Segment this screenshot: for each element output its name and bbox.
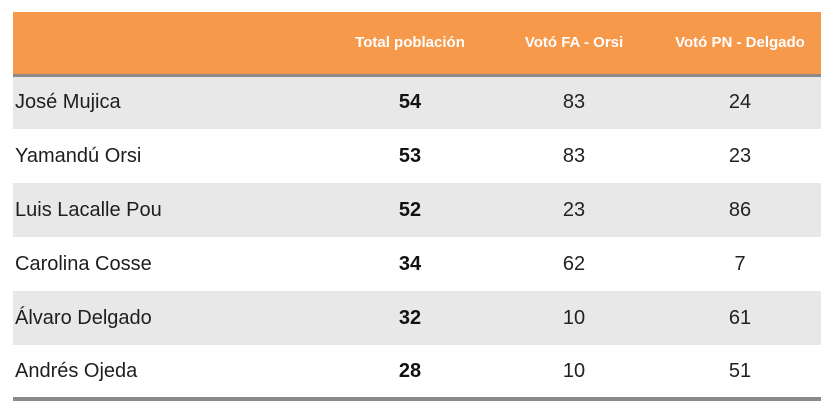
row-fa-cell: 10 (562, 306, 586, 329)
table-row: Luis Lacalle Pou 52 23 86 (13, 183, 821, 237)
table-row: José Mujica 54 83 24 (13, 75, 821, 129)
row-pn-cell: 86 (728, 198, 752, 221)
row-fa-cell: 23 (562, 198, 586, 221)
row-name-cell: Álvaro Delgado (15, 306, 152, 329)
row-total-cell: 52 (398, 198, 422, 221)
row-pn-cell: 61 (728, 306, 752, 329)
row-total-cell: 28 (331, 345, 489, 401)
row-total-cell: 54 (398, 91, 422, 114)
header-voto-pn-delgado: Votó PN - Delgado (659, 12, 821, 77)
header-name (13, 12, 331, 77)
row-name-cell: Yamandú Orsi (15, 144, 142, 167)
row-fa-cell: 83 (562, 91, 586, 114)
row-pn-cell: 24 (728, 91, 752, 114)
row-pn-cell: 7 (734, 252, 746, 275)
header-total-poblacion: Total población (331, 12, 489, 77)
row-pn-cell: 23 (728, 144, 752, 167)
row-total-cell: 34 (398, 252, 422, 275)
header-row: Total población Votó FA - Orsi Votó PN -… (13, 12, 821, 77)
header-voto-fa-orsi: Votó FA - Orsi (489, 12, 659, 77)
row-fa-cell: 83 (562, 144, 586, 167)
row-name-cell: Andrés Ojeda (13, 345, 331, 401)
table-row: Andrés Ojeda 28 10 51 (13, 345, 821, 401)
row-total-cell: 32 (398, 306, 422, 329)
row-name-cell: José Mujica (15, 91, 121, 114)
row-name-cell: Carolina Cosse (15, 252, 152, 275)
results-table-container: Total población Votó FA - Orsi Votó PN -… (13, 12, 821, 401)
results-table: Total población Votó FA - Orsi Votó PN -… (13, 12, 821, 401)
table-row: Carolina Cosse 34 62 7 (13, 237, 821, 291)
table-body: José Mujica 54 83 24 Yamandú Orsi 53 83 23 Luis … (13, 75, 821, 401)
row-fa-cell: 10 (489, 345, 659, 401)
table-header: Total población Votó FA - Orsi Votó PN -… (13, 12, 821, 77)
row-name-cell: Luis Lacalle Pou (15, 198, 162, 221)
row-total-cell: 53 (398, 144, 422, 167)
table-row: Yamandú Orsi 53 83 23 (13, 129, 821, 183)
table-row: Álvaro Delgado 32 10 61 (13, 291, 821, 345)
row-fa-cell: 62 (562, 252, 586, 275)
row-pn-cell: 51 (659, 345, 821, 401)
